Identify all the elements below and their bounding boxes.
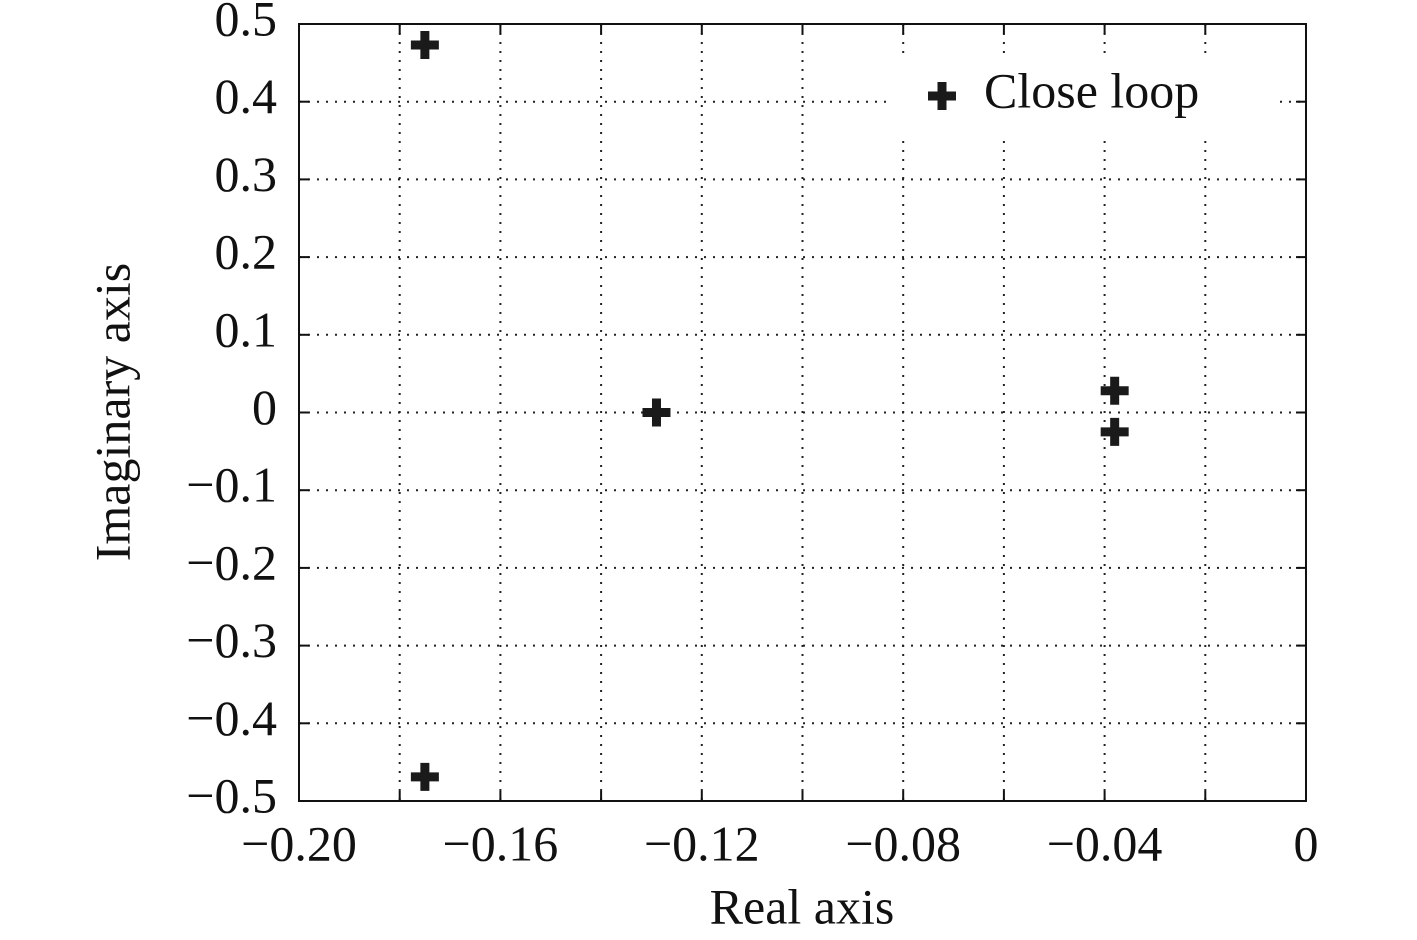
marker [1100,417,1129,446]
x-axis-label: Real axis [710,878,895,934]
y-tick-label: 0.4 [215,68,278,124]
legend-marker [928,82,956,110]
plot-frame [298,23,1307,802]
x-tick-label: −0.12 [644,815,760,871]
x-tick-label: −0.16 [443,815,559,871]
x-tick-label: 0 [1294,815,1319,871]
marker [1100,376,1129,405]
y-tick-label: 0 [252,379,277,435]
y-tick-label: −0.5 [186,767,277,823]
marker [410,762,439,791]
y-tick-label: −0.2 [186,534,277,590]
x-tick-label: −0.08 [845,815,961,871]
y-tick-label: −0.4 [186,690,277,746]
y-tick-label: 0.2 [215,224,278,280]
y-tick-label: −0.3 [186,612,277,668]
y-tick-label: 0.3 [215,146,278,202]
y-tick-label: 0.5 [215,0,278,46]
marker [642,398,671,427]
x-tick-label: −0.04 [1047,815,1163,871]
y-tick-label: −0.1 [186,457,277,513]
y-axis-label: Imaginary axis [84,263,140,562]
marker [410,30,439,59]
x-tick-label: −0.20 [241,815,357,871]
legend-label: Close loop [984,62,1199,118]
y-tick-label: 0.1 [215,301,278,357]
